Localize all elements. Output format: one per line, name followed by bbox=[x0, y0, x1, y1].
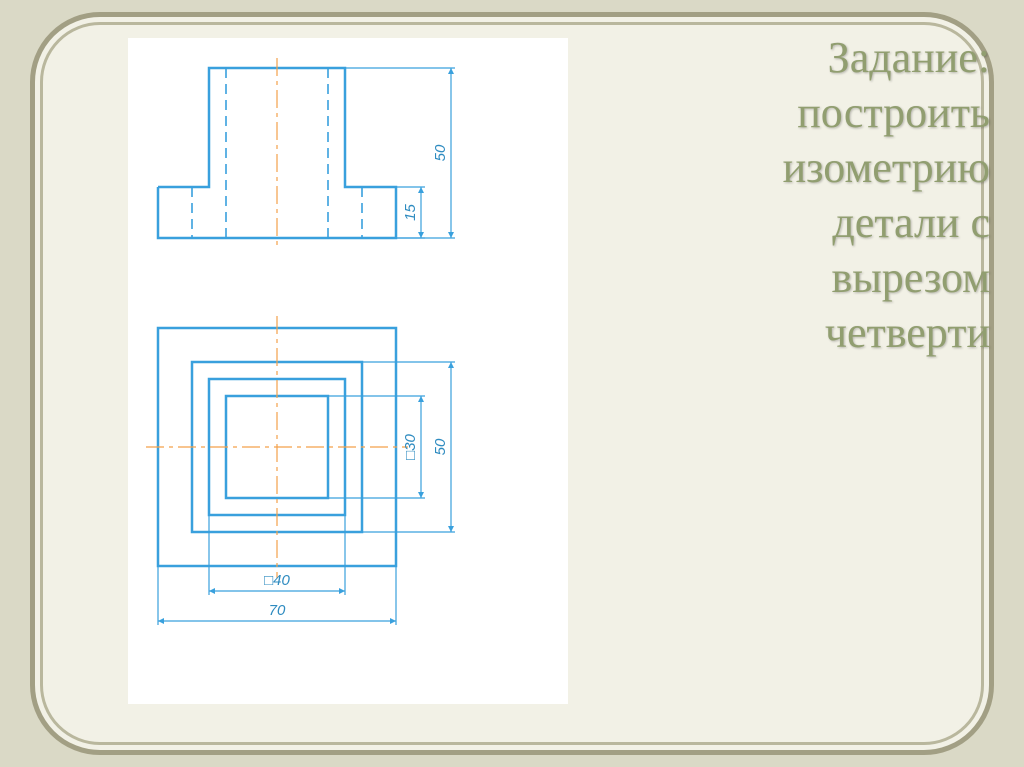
title-line: изометрию bbox=[690, 140, 990, 195]
svg-text:50: 50 bbox=[432, 144, 449, 161]
svg-text:□40: □40 bbox=[264, 572, 290, 589]
drawing-area: 1550□3050□4070 bbox=[128, 38, 568, 704]
title-line: построить bbox=[690, 85, 990, 140]
svg-text:15: 15 bbox=[402, 204, 419, 221]
slide: Задание:построитьизометриюдетали свырезо… bbox=[0, 0, 1024, 767]
title-line: четверти bbox=[690, 305, 990, 360]
title-area: Задание:построитьизометриюдетали свырезо… bbox=[690, 30, 990, 360]
svg-text:□30: □30 bbox=[402, 433, 419, 459]
svg-text:50: 50 bbox=[432, 438, 449, 455]
title-line: Задание: bbox=[690, 30, 990, 85]
front-view: 1550 bbox=[158, 58, 455, 248]
svg-text:70: 70 bbox=[269, 602, 286, 619]
top-view: □30 50 □40 70 bbox=[146, 316, 455, 625]
title-line: детали с bbox=[690, 195, 990, 250]
title-text: Задание:построитьизометриюдетали свырезо… bbox=[690, 30, 990, 360]
title-line: вырезом bbox=[690, 250, 990, 305]
technical-drawing: 1550□3050□4070 bbox=[128, 38, 568, 704]
